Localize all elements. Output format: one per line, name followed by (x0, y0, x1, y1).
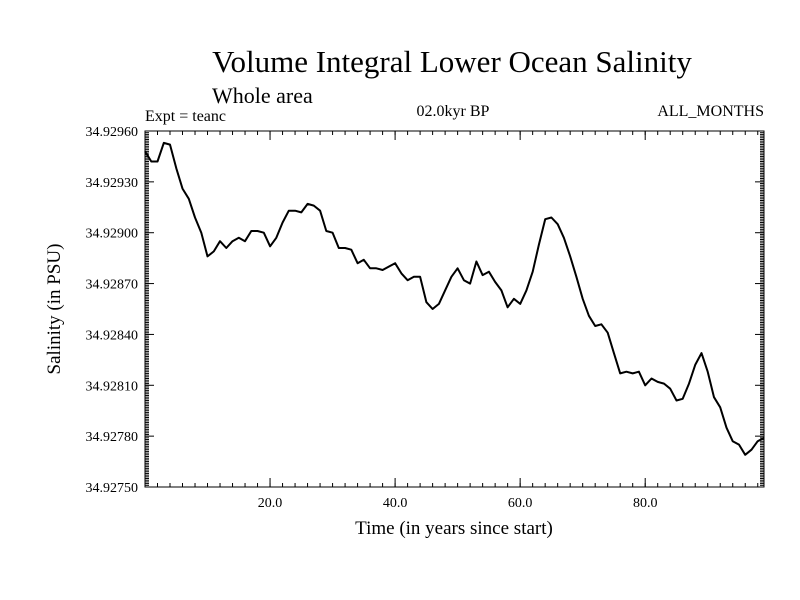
x-tick-label: 40.0 (383, 496, 408, 511)
y-axis-label: Salinity (in PSU) (44, 244, 65, 375)
x-tick-labels: 20.0 40.0 60.0 80.0 (258, 496, 658, 511)
y-tick-label: 34.92960 (86, 125, 139, 140)
x-tick-label: 80.0 (633, 496, 658, 511)
y-tick-label: 34.92750 (86, 481, 139, 496)
chart-subtitle: Whole area (212, 83, 313, 108)
period-label: 02.0kyr BP (417, 103, 490, 120)
x-tick-label: 60.0 (508, 496, 533, 511)
y-tick-label: 34.92810 (86, 379, 139, 394)
x-tick-label: 20.0 (258, 496, 283, 511)
chart-title: Volume Integral Lower Ocean Salinity (212, 44, 692, 79)
experiment-label: Expt = teanc (145, 108, 226, 125)
y-tick-label: 34.92870 (86, 278, 139, 293)
salinity-series-line (144, 141, 765, 456)
x-axis-label: Time (in years since start) (355, 518, 553, 539)
y-tick-label: 34.92900 (86, 227, 139, 242)
y-tick-label: 34.92930 (86, 176, 139, 191)
y-tick-labels: 34.92750 34.92780 34.92810 34.92840 34.92870… (86, 125, 139, 496)
plot-frame (144, 130, 765, 488)
axis-ticks (145, 130, 764, 488)
y-tick-label: 34.92780 (86, 430, 139, 445)
y-tick-label: 34.92840 (86, 328, 139, 343)
months-label: ALL_MONTHS (657, 103, 764, 120)
